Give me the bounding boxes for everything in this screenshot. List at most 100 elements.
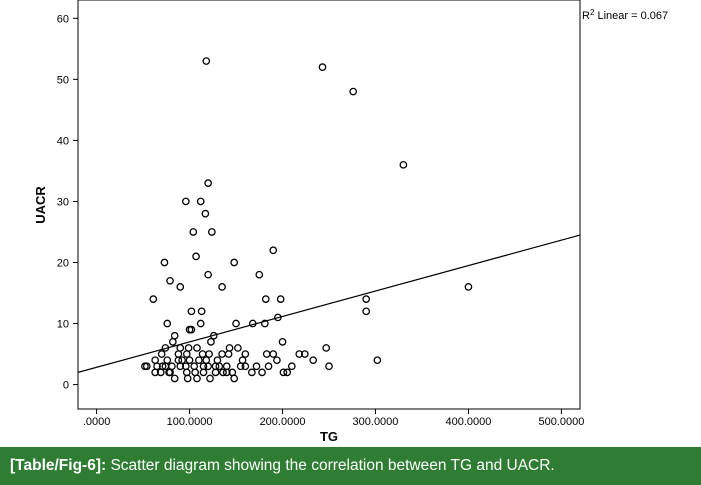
data-point	[261, 295, 270, 303]
y-tick-label: 10	[57, 319, 69, 331]
data-point	[230, 258, 239, 267]
data-point	[196, 319, 205, 328]
data-point	[183, 374, 192, 383]
data-point	[185, 356, 194, 365]
data-point	[252, 362, 261, 371]
y-tick-label: 0	[63, 380, 69, 392]
fit-line	[77, 234, 581, 373]
data-point	[149, 295, 158, 303]
data-point	[234, 344, 242, 352]
data-point	[279, 368, 288, 377]
data-point	[197, 307, 206, 316]
data-point	[255, 270, 264, 279]
data-point	[201, 209, 210, 218]
data-point	[232, 319, 240, 328]
data-point	[193, 344, 201, 352]
y-tick-label: 30	[57, 196, 69, 208]
data-point	[362, 295, 371, 303]
data-point	[464, 283, 473, 291]
data-point	[176, 283, 185, 291]
data-point	[151, 368, 160, 377]
data-point	[322, 344, 331, 352]
scatter-chart: .0000 100.0000 200.0000 300.0000 400.0000 500…	[33, 0, 668, 444]
data-point	[373, 356, 382, 365]
data-point	[204, 179, 212, 187]
data-point	[168, 338, 177, 346]
data-point	[261, 319, 269, 328]
data-point	[230, 374, 239, 383]
plot-area	[77, 0, 581, 410]
data-point	[187, 307, 196, 316]
data-point	[157, 350, 166, 358]
data-point	[202, 356, 211, 365]
data-point	[205, 350, 213, 358]
data-point	[269, 246, 278, 255]
data-point	[189, 228, 198, 236]
x-tick-label: 200.0000	[260, 416, 306, 428]
x-tick-label: 500.0000	[538, 416, 584, 428]
data-point	[206, 374, 214, 383]
data-point	[208, 228, 216, 236]
data-point	[181, 197, 190, 206]
data-point	[269, 350, 278, 358]
data-point	[193, 374, 201, 383]
data-point	[222, 368, 231, 377]
data-point	[247, 368, 256, 377]
data-point	[170, 374, 179, 383]
data-point	[199, 368, 208, 377]
y-tick-label: 50	[57, 74, 69, 86]
data-point	[349, 87, 358, 96]
data-point	[195, 356, 203, 365]
x-tick-label: 300.0000	[353, 416, 399, 428]
data-point	[219, 368, 227, 377]
data-point	[163, 319, 172, 328]
data-point	[218, 283, 226, 291]
r2-label: R2 Linear = 0.067	[582, 8, 668, 22]
data-point	[204, 270, 212, 279]
data-point	[174, 356, 183, 365]
data-points	[141, 57, 473, 383]
data-point	[184, 344, 193, 352]
data-point	[161, 362, 170, 371]
data-point	[258, 368, 266, 377]
data-point	[192, 252, 200, 261]
data-point	[196, 197, 205, 206]
data-point	[166, 276, 174, 285]
data-point	[399, 160, 408, 169]
data-point	[241, 350, 250, 358]
data-point	[273, 356, 281, 365]
data-point	[276, 295, 285, 303]
data-point	[309, 356, 318, 365]
caption-label: [Table/Fig-6]:	[10, 457, 107, 474]
data-point	[160, 258, 169, 267]
data-point	[165, 368, 173, 377]
data-point	[362, 307, 371, 316]
data-point	[211, 362, 220, 371]
data-point	[325, 362, 333, 371]
data-point	[202, 57, 211, 65]
caption-text: Scatter diagram showing the correlation …	[106, 457, 555, 474]
y-tick-label: 40	[57, 135, 69, 147]
x-tick-label: 400.0000	[445, 416, 491, 428]
x-axis-title: TG	[320, 429, 338, 444]
data-point	[283, 368, 292, 377]
x-tick-label: 100.0000	[167, 416, 213, 428]
y-tick-label: 20	[57, 257, 69, 269]
x-axis: .0000 100.0000 200.0000 300.0000 400.0000 500…	[83, 409, 584, 428]
data-point	[241, 362, 250, 371]
data-point	[264, 362, 273, 371]
data-point	[287, 362, 296, 371]
data-point	[300, 350, 309, 358]
x-tick-label: .0000	[83, 416, 111, 428]
data-point	[295, 350, 304, 358]
data-point	[207, 338, 215, 346]
data-point	[236, 362, 245, 371]
figure-caption: [Table/Fig-6]: Scatter diagram showing t…	[0, 447, 701, 485]
data-point	[185, 325, 194, 334]
data-point	[318, 63, 327, 71]
data-point	[278, 338, 287, 346]
data-point	[178, 356, 186, 365]
y-axis-title: UACR	[33, 186, 48, 224]
data-point	[156, 368, 165, 377]
data-point	[141, 362, 149, 371]
